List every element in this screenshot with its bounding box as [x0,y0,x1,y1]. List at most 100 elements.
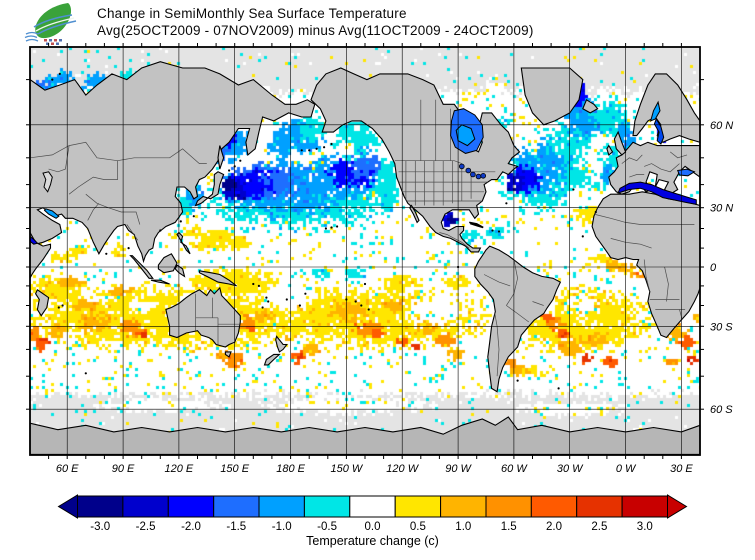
leaf-icon [35,3,72,39]
green-leaf-ocean-waves-logo [24,3,77,45]
border-north-america [439,232,470,249]
lon-axis-label: 90 E [112,463,135,475]
colorbar-segment [394,495,442,518]
island-dot [228,169,231,172]
lat-axis-label: 60 S [710,404,733,416]
colorbar-tick-label: -0.5 [317,521,337,533]
island-dot [367,308,370,311]
island-dot [557,387,560,390]
island-dot [572,188,575,191]
colorbar-segment [440,495,487,518]
colorbar-segment [621,495,668,518]
landmass-south-america [474,245,562,393]
black-sea [677,168,696,177]
island-dot [192,215,195,218]
colorbar-segment [485,495,532,518]
great-lake [470,171,476,178]
colorbar: -3.0 -2.5 -2.0 -1.5 -1.0 -0.5 0.0 0.5 1.0 1.5 2.0 2… [57,494,688,548]
lon-axis-label: 180 E [276,463,305,475]
lon-axis-label: 120 W [386,463,419,475]
border-africa [610,238,652,249]
landmass-japan [194,171,225,207]
landmass-sakhalin [217,145,225,170]
border-eurasia [126,224,139,241]
great-lake [475,173,482,180]
landmass-madagascar [34,288,50,317]
lon-axis-label: 30 E [670,463,693,475]
island-dot [354,300,357,303]
colorbar-segment [349,495,396,518]
colorbar-tick-label: 2.0 [546,521,562,533]
island-dot [323,146,326,149]
border-south-america [493,305,500,377]
border-eurasia [85,193,141,225]
island-dot [261,306,264,309]
landmasses [29,61,701,455]
island-dot [497,230,501,233]
lon-axis-label: 150 E [220,463,249,475]
border-eurasia [30,141,207,164]
border-eurasia [87,203,100,221]
colorbar-tick-label: -1.0 [272,521,292,533]
colorbar-tick-label: -2.0 [181,521,201,533]
lon-axis-label: 60 E [56,463,79,475]
hudson-bay-core [455,124,476,147]
border-africa [664,266,669,302]
island-dot [330,226,333,229]
gulf-of-bothnia [649,100,661,122]
landmass-greenland [520,67,584,126]
landmass-tasmania [224,351,232,358]
caspian-sea [42,171,53,193]
island-dot [105,252,108,255]
island-dot [84,372,87,375]
colorbar-tick-label: 2.5 [591,521,607,533]
island-dot [267,300,270,303]
landmass-scandinavia [632,73,701,144]
landmass-borneo [157,253,178,274]
colorbar-segment [122,495,169,518]
colorbar-segment [576,495,623,518]
island-dot [300,149,303,152]
island-dot [58,72,61,75]
island-dot [57,306,60,309]
colorbar-segment [303,495,351,518]
island-dot [285,298,288,301]
lon-axis-label: 60 W [501,463,528,475]
island-dot [179,220,182,223]
border-south-america [506,305,530,323]
logo-subtext-dots [44,39,62,45]
landmass-nz-north [275,335,288,353]
island-dot [594,210,597,214]
colorbar-left-arrow [57,494,78,519]
colorbar-tick-label: -2.5 [136,521,156,533]
island-dot [127,247,130,250]
border-south-america [532,301,544,306]
landmass-africa-right [591,191,701,339]
graticule [30,47,700,455]
colorbar-segment [213,495,260,518]
island-dot [324,227,327,230]
logo-waves-icon [24,31,39,42]
colorbar-segment [167,495,215,518]
border-europe [629,174,645,178]
colorbar-tick-label: -3.0 [90,521,110,533]
island-dot [308,149,311,152]
landmass-ireland [606,144,614,156]
island-dot [257,284,260,287]
island-dot [505,202,508,205]
island-dot [491,229,494,232]
island-dot [159,229,162,232]
island-dot [61,304,64,307]
lon-axis-label: 0 W [616,463,637,475]
lon-axis-label: 120 E [165,463,194,475]
island-dot [265,296,268,299]
border-africa [643,259,651,292]
border-south-america [506,259,518,306]
colorbar-right-arrow [667,494,688,519]
island-dot [252,282,255,286]
island-dot [51,78,54,81]
small-islands [51,72,597,390]
landmass-new-guinea [198,270,237,287]
